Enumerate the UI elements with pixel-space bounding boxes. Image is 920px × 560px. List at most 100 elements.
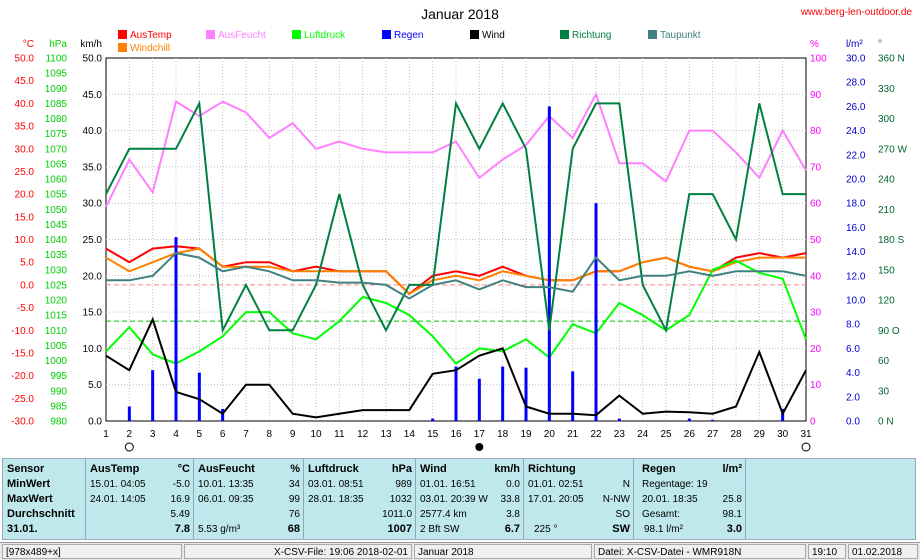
humidity-axis-tick: 20 bbox=[810, 344, 822, 355]
weather-chart: 50.045.040.035.030.025.020.015.010.05.00… bbox=[11, 6, 913, 452]
legend-swatch-austemp bbox=[118, 30, 127, 39]
bar-regen bbox=[477, 378, 481, 421]
series-line-windchill bbox=[105, 247, 806, 296]
pressure-axis-tick: 1085 bbox=[45, 99, 68, 110]
direction-axis-tick: 360 N bbox=[878, 54, 905, 65]
pressure-axis-tick: 1030 bbox=[45, 265, 68, 276]
x-tick-label: 21 bbox=[567, 429, 579, 440]
x-tick-label: 14 bbox=[404, 429, 416, 440]
stats-table: Sensor MinWert MaxWert Durchschnitt 31.0… bbox=[2, 458, 916, 540]
col-luftdruck: Luftdruck hPa 03.01. 08:51 989 28.01. 18… bbox=[303, 459, 416, 539]
x-tick-label: 3 bbox=[150, 429, 156, 440]
bar-regen bbox=[454, 366, 458, 421]
humidity-axis-tick: 50 bbox=[810, 235, 822, 246]
row-label-min: MinWert bbox=[7, 478, 51, 490]
temp-axis-tick: 15.0 bbox=[15, 212, 35, 223]
x-tick-label: 13 bbox=[380, 429, 392, 440]
pressure-axis-tick: 985 bbox=[50, 401, 67, 412]
temp-axis-tick: -15.0 bbox=[11, 348, 34, 359]
direction-axis-tick: 120 bbox=[878, 296, 895, 307]
temp-axis-tick: -10.0 bbox=[11, 326, 34, 337]
x-tick-label: 4 bbox=[173, 429, 179, 440]
chart-axes: 50.045.040.035.030.025.020.015.010.05.00… bbox=[11, 39, 907, 452]
wind-axis-tick: 5.0 bbox=[88, 380, 102, 391]
bar-regen bbox=[571, 371, 575, 421]
pressure-axis-tick: 1080 bbox=[45, 114, 68, 125]
legend-swatch-windchill bbox=[118, 43, 127, 52]
direction-axis-tick: 60 bbox=[878, 356, 890, 367]
direction-axis-tick: 300 bbox=[878, 114, 895, 125]
col-ausfeucht: AusFeucht % 10.01. 13:35 34 06.01. 09:35… bbox=[193, 459, 304, 539]
row-label-current: 31.01. bbox=[7, 523, 38, 535]
temp-axis-tick: 35.0 bbox=[15, 122, 35, 133]
col-regen: Regen l/m² Regentage: 19 20.01. 18:35 25… bbox=[633, 459, 746, 539]
rain-axis-tick: 0.0 bbox=[846, 417, 860, 428]
wind-axis-tick: 30.0 bbox=[83, 199, 103, 210]
rain-axis-tick: 30.0 bbox=[846, 54, 866, 65]
bar-regen bbox=[174, 237, 178, 421]
x-tick-label: 9 bbox=[290, 429, 296, 440]
pressure-axis-tick: 1075 bbox=[45, 129, 68, 140]
rain-axis-tick: 22.0 bbox=[846, 150, 866, 161]
humidity-axis-tick: 0 bbox=[810, 417, 816, 428]
temp-axis-tick: 0.0 bbox=[20, 280, 34, 291]
bar-regen bbox=[594, 203, 598, 421]
legend-label-ausfeucht: AusFeucht bbox=[218, 30, 266, 41]
pressure-axis-tick: 980 bbox=[50, 417, 67, 428]
rain-axis-tick: 4.0 bbox=[846, 368, 860, 379]
rain-axis-tick: 10.0 bbox=[846, 296, 866, 307]
pressure-axis-tick: 995 bbox=[50, 371, 67, 382]
humidity-axis-tick: 90 bbox=[810, 90, 822, 101]
col-wind: Wind km/h 01.01. 16:51 0.0 03.01. 20:39 … bbox=[415, 459, 524, 539]
bar-regen bbox=[524, 367, 528, 421]
pressure-axis-tick: 1015 bbox=[45, 311, 68, 322]
direction-axis-tick: 240 bbox=[878, 175, 895, 186]
temp-axis-tick: 20.0 bbox=[15, 190, 35, 201]
bar-regen bbox=[197, 372, 201, 421]
x-tick-label: 17 bbox=[474, 429, 486, 440]
x-tick-label: 1 bbox=[103, 429, 109, 440]
status-time: 19:10 bbox=[808, 544, 846, 559]
temp-axis-tick: 40.0 bbox=[15, 99, 35, 110]
legend-swatch-luftdruck bbox=[292, 30, 301, 39]
direction-axis-tick: 30 bbox=[878, 386, 890, 397]
moon-marker-new bbox=[801, 442, 811, 452]
humidity-axis-tick: 80 bbox=[810, 126, 822, 137]
direction-axis-tick: 90 O bbox=[878, 326, 900, 337]
humidity-axis-tick: 30 bbox=[810, 308, 822, 319]
rain-axis-tick: 26.0 bbox=[846, 102, 866, 113]
series-line-wind bbox=[105, 316, 807, 419]
website-link[interactable]: www.berg-len-outdoor.de bbox=[800, 7, 913, 18]
legend-label-taupunkt: Taupunkt bbox=[660, 30, 701, 41]
direction-axis-tick: 330 bbox=[878, 84, 895, 95]
status-date: 01.02.2018 bbox=[848, 544, 918, 559]
status-month: Januar 2018 bbox=[414, 544, 592, 559]
pressure-axis-tick: 990 bbox=[50, 386, 67, 397]
row-label-sensor: Sensor bbox=[7, 463, 45, 475]
temp-axis-tick: -20.0 bbox=[11, 371, 34, 382]
rain-axis-tick: 12.0 bbox=[846, 271, 866, 282]
pressure-axis-tick: 1020 bbox=[45, 296, 68, 307]
wind-axis-tick: 40.0 bbox=[83, 126, 103, 137]
x-tick-label: 20 bbox=[544, 429, 556, 440]
status-datei: Datei: X-CSV-Datei - WMR918N bbox=[594, 544, 806, 559]
pressure-axis-tick: 1060 bbox=[45, 175, 68, 186]
pressure-axis-tick: 1025 bbox=[45, 280, 68, 291]
pressure-axis-tick: 1045 bbox=[45, 220, 68, 231]
bar-regen bbox=[127, 406, 131, 421]
series-line-richtung bbox=[105, 99, 806, 334]
chart-grid bbox=[105, 57, 807, 422]
x-tick-label: 18 bbox=[497, 429, 509, 440]
rain-axis-tick: 8.0 bbox=[846, 320, 860, 331]
chart-series bbox=[105, 91, 807, 422]
pressure-axis-tick: 1010 bbox=[45, 326, 68, 337]
wind-axis-tick: 45.0 bbox=[83, 90, 103, 101]
x-tick-label: 7 bbox=[243, 429, 249, 440]
status-file: X-CSV-File: 19:06 2018-02-01 bbox=[184, 544, 412, 559]
x-tick-label: 27 bbox=[707, 429, 719, 440]
legend-label-richtung: Richtung bbox=[572, 30, 611, 41]
moon-marker-full bbox=[475, 443, 484, 451]
pressure-axis-tick: 1100 bbox=[45, 54, 67, 65]
bar-regen bbox=[617, 418, 621, 421]
temp-axis-tick: 45.0 bbox=[15, 76, 35, 87]
